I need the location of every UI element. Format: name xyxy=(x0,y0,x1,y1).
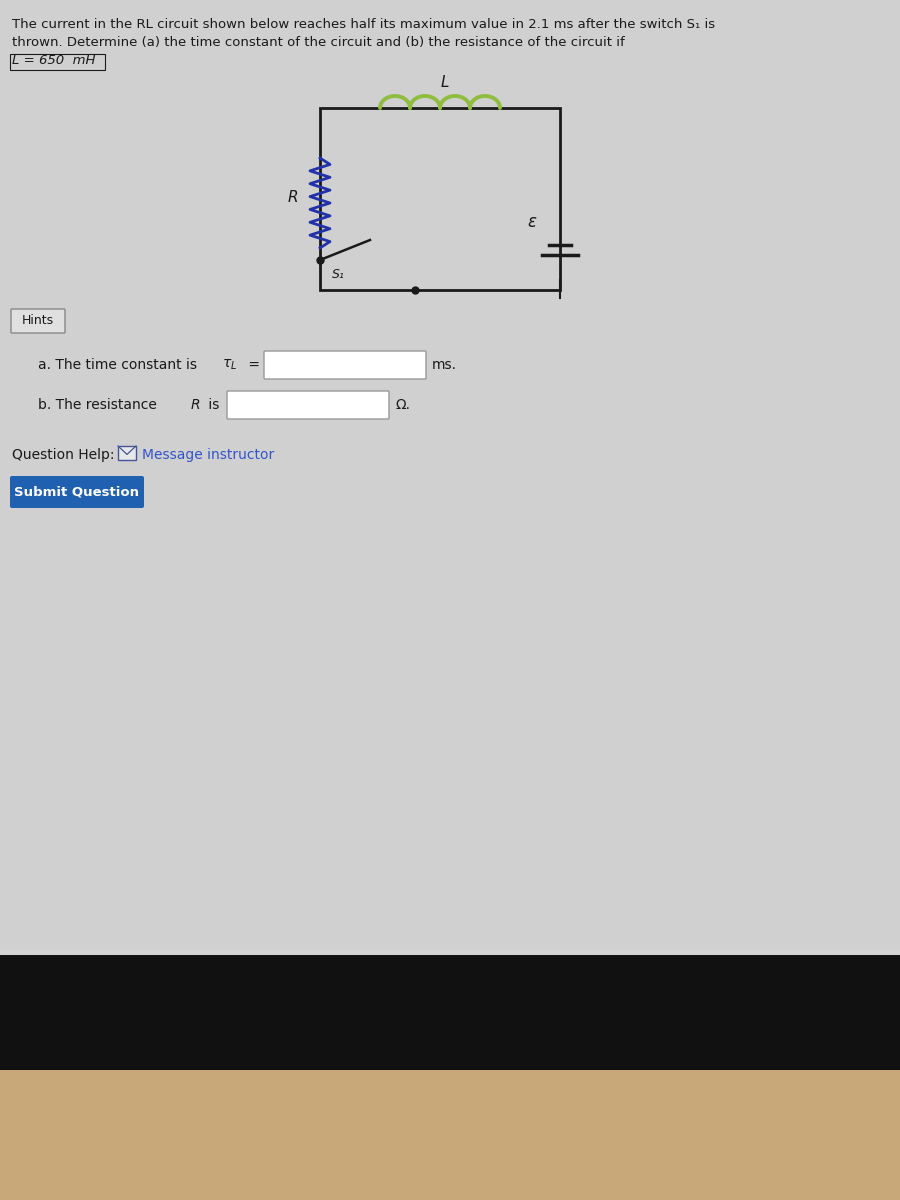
FancyBboxPatch shape xyxy=(11,308,65,332)
Text: Question Help:: Question Help: xyxy=(12,448,114,462)
Text: R: R xyxy=(287,191,298,205)
Text: thrown. Determine (a) the time constant of the circuit and (b) the resistance of: thrown. Determine (a) the time constant … xyxy=(12,36,625,49)
Text: ms.: ms. xyxy=(432,358,457,372)
FancyBboxPatch shape xyxy=(10,476,144,508)
Text: Submit Question: Submit Question xyxy=(14,486,140,498)
Text: a. The time constant is: a. The time constant is xyxy=(38,358,202,372)
Text: Hints: Hints xyxy=(22,314,54,328)
FancyBboxPatch shape xyxy=(264,350,426,379)
Text: L: L xyxy=(441,74,449,90)
Bar xyxy=(118,446,136,460)
Text: b. The resistance: b. The resistance xyxy=(38,398,161,412)
FancyBboxPatch shape xyxy=(227,391,389,419)
Text: The current in the RL circuit shown below reaches half its maximum value in 2.1 : The current in the RL circuit shown belo… xyxy=(12,18,716,31)
Text: is: is xyxy=(204,398,220,412)
Bar xyxy=(0,0,900,950)
Bar xyxy=(10,54,105,70)
Text: S₁: S₁ xyxy=(332,268,345,281)
Text: Ω.: Ω. xyxy=(395,398,410,412)
Text: L = 650  mH: L = 650 mH xyxy=(12,54,95,67)
Text: Message instructor: Message instructor xyxy=(142,448,274,462)
Bar xyxy=(0,1070,900,1200)
Text: $\tau_L$: $\tau_L$ xyxy=(222,358,238,372)
Text: =: = xyxy=(244,358,260,372)
Text: $R$: $R$ xyxy=(190,398,201,412)
Text: ε: ε xyxy=(527,214,536,230)
Bar xyxy=(0,955,900,1070)
